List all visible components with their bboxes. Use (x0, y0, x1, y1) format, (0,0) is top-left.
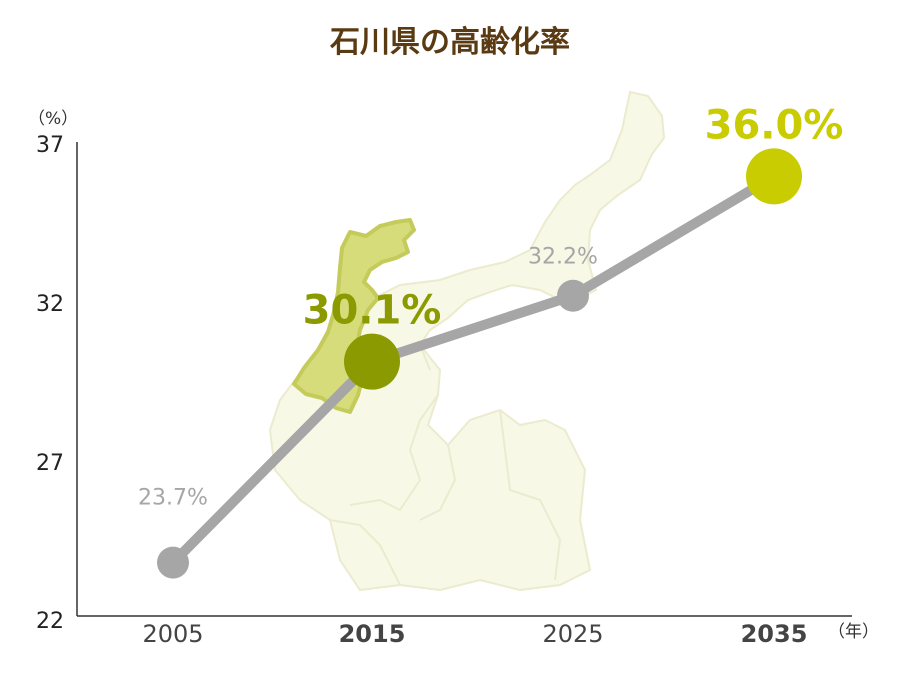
y-tick-label: 37 (36, 133, 64, 158)
y-tick-label: 32 (36, 292, 64, 317)
data-point-2025 (557, 279, 589, 312)
x-tick-label-2015: 2015 (339, 620, 406, 648)
data-point-2005 (157, 546, 189, 579)
chubu-region-map-illustration (268, 90, 666, 592)
x-tick-label-2005: 2005 (142, 620, 203, 648)
x-tick-label-2035: 2035 (741, 620, 808, 648)
data-label-2005: 23.7% (138, 486, 208, 511)
chart-title: 石川県の高齢化率 (329, 25, 570, 60)
series-line (168, 171, 779, 568)
region-map-border-lines (329, 344, 562, 586)
x-tick-label-2025: 2025 (542, 620, 603, 648)
y-tick-label: 27 (36, 451, 64, 476)
data-label-2015: 30.1% (303, 288, 442, 334)
y-axis-unit: （%） (28, 109, 78, 129)
data-point-2015 (344, 333, 400, 390)
data-label-2025: 32.2% (528, 245, 598, 270)
data-label-2035: 36.0% (705, 102, 844, 148)
y-tick-label: 22 (36, 609, 64, 634)
x-axis-unit: （年） (828, 622, 879, 642)
data-point-2035 (746, 148, 802, 205)
